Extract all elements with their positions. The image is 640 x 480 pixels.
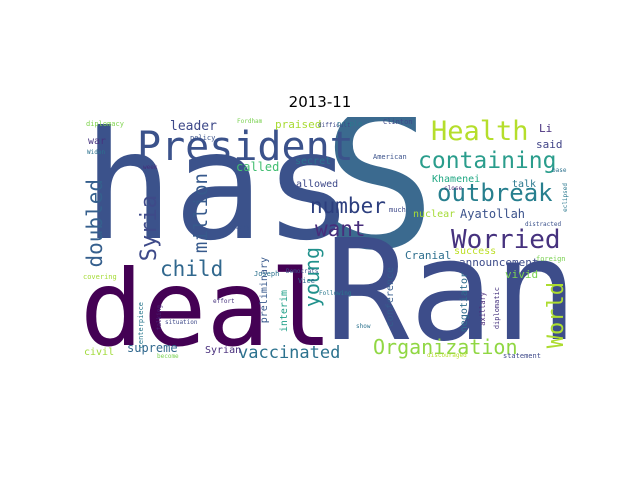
- word-secret: secret: [295, 156, 332, 167]
- word-distracted: distracted: [525, 221, 562, 228]
- word-situation: situation: [165, 319, 198, 326]
- word-axillary: axillary: [479, 292, 487, 326]
- word-s: S: [322, 117, 437, 292]
- word-president: President: [137, 124, 354, 170]
- word-vivid: vivid: [505, 268, 539, 281]
- word-doubled: doubled: [83, 179, 107, 268]
- word-announcement: announcement: [459, 256, 539, 269]
- word-week: week: [143, 164, 158, 171]
- word-cranial: Cranial: [405, 249, 452, 262]
- word-supreme: supreme: [127, 341, 178, 355]
- word-ayatollah: Ayatollah: [460, 207, 526, 221]
- word-centerpiece: centerpiece: [137, 302, 145, 349]
- word-khamenei: Khamenei: [432, 174, 481, 185]
- word-called: called: [236, 160, 280, 174]
- word-ran: Ran: [325, 210, 575, 364]
- word-eclipsed: eclipsed: [562, 183, 569, 212]
- word-nuclear: nuclear: [413, 209, 456, 220]
- word-interim: interim: [279, 290, 290, 333]
- word-outbreak: outbreak: [437, 179, 553, 207]
- word-democrats: Democrats: [286, 268, 319, 275]
- word-organization: Organization: [373, 335, 518, 359]
- word-praised: praised: [275, 118, 322, 131]
- word-diplomatic: diplomatic: [493, 287, 501, 330]
- word-joseph: Joseph: [254, 270, 280, 278]
- word-close: close: [444, 185, 463, 192]
- word-li: Li: [539, 122, 553, 135]
- word-million: million: [190, 173, 212, 254]
- word-discouraged: discouraged: [427, 352, 467, 359]
- cloud-title: 2013-11: [288, 93, 352, 111]
- word-conference: conference: [385, 267, 396, 328]
- word-leader: leader: [170, 119, 217, 134]
- word-policy: policy: [190, 134, 216, 142]
- word-has: has: [83, 117, 354, 274]
- word-clinton: Clinton: [383, 118, 413, 126]
- word-show: show: [356, 323, 371, 330]
- word-effort: effort: [213, 298, 235, 305]
- word-worry: worry: [232, 224, 251, 231]
- word-become: become: [157, 353, 179, 360]
- word-said: said: [536, 138, 563, 151]
- word-widen: Widen: [87, 149, 106, 156]
- word-cloud: has S Ran deal President Health containi…: [80, 117, 575, 364]
- word-containing: containing: [418, 148, 557, 174]
- word-syrian: Syrian: [205, 345, 242, 356]
- word-people: people: [337, 120, 363, 128]
- word-american: American: [373, 153, 407, 161]
- word-success: success: [454, 246, 497, 257]
- word-much: much: [389, 206, 406, 214]
- word-vice: Vice: [298, 277, 315, 285]
- word-world: World: [544, 282, 569, 349]
- word-covering: covering: [83, 273, 117, 281]
- word-deal: deal: [80, 248, 333, 364]
- word-preliminary: preliminary: [259, 257, 270, 324]
- word-diplomacy: diplomacy: [86, 120, 124, 128]
- word-statement: statement: [503, 352, 541, 360]
- word-difficult: difficult: [318, 122, 351, 129]
- word-vaccinated: vaccinated: [238, 343, 341, 363]
- word-war: war: [88, 136, 107, 147]
- word-want: want: [315, 217, 366, 241]
- word-syria: Syria: [137, 195, 162, 262]
- word-talking: talking: [156, 305, 163, 331]
- word-negotiator: negotiator: [459, 272, 470, 333]
- word-foreign: foreign: [536, 255, 566, 263]
- word-fordham: Fordham: [237, 118, 263, 125]
- word-following: Following: [319, 290, 352, 297]
- word-allowed: allowed: [296, 179, 339, 190]
- word-base: base: [552, 167, 567, 174]
- word-child: child: [160, 257, 224, 281]
- word-number: number: [310, 194, 386, 218]
- word-health: Health: [431, 117, 529, 147]
- word-worried: Worried: [451, 225, 561, 255]
- word-talk: talk: [512, 179, 537, 190]
- word-civil: civil: [84, 347, 115, 358]
